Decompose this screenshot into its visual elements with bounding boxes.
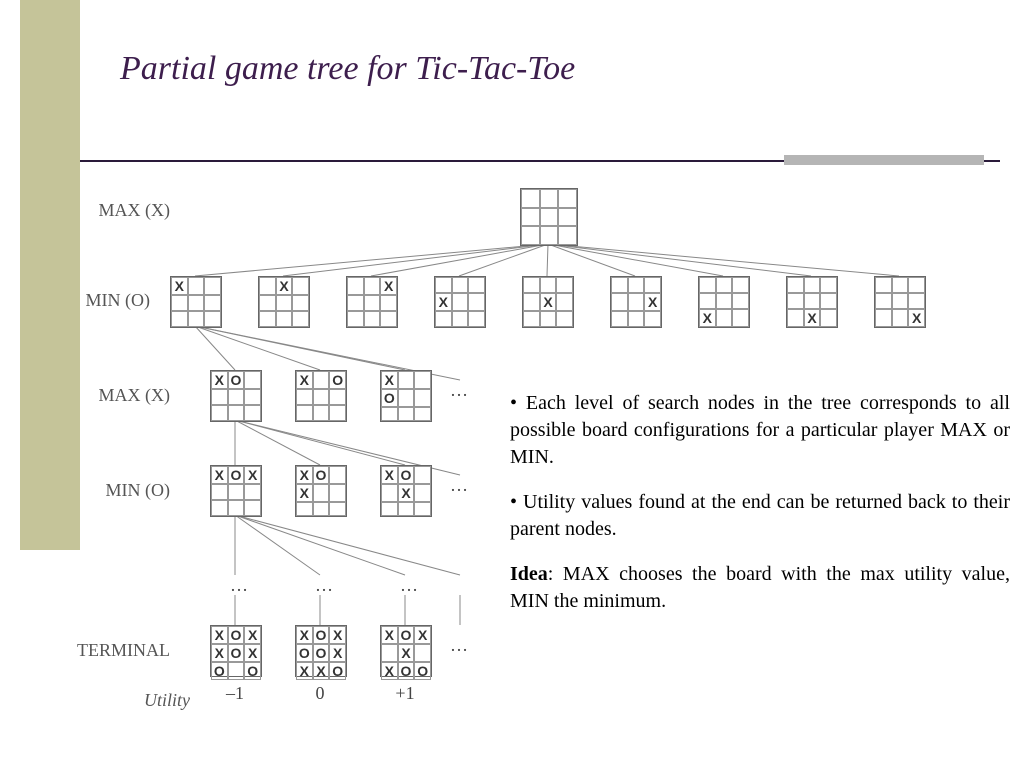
board-l1-3: X bbox=[434, 276, 486, 328]
utility-label: Utility bbox=[90, 690, 190, 711]
level-label-min2: MIN (O) bbox=[70, 480, 170, 501]
bullet-2: • Utility values found at the end can be… bbox=[510, 489, 1010, 543]
level-label-max: MAX (X) bbox=[70, 200, 170, 221]
page-title: Partial game tree for Tic-Tac-Toe bbox=[120, 50, 575, 88]
ellipsis-0: … bbox=[450, 380, 468, 401]
board-l1-7: X bbox=[786, 276, 838, 328]
board-l2-1: XO bbox=[295, 370, 347, 422]
board-l1-8: X bbox=[874, 276, 926, 328]
board-l2-0: XO bbox=[210, 370, 262, 422]
idea-line: Idea: MAX chooses the board with the max… bbox=[510, 561, 1010, 615]
board-l3-0: XOX bbox=[210, 465, 262, 517]
gray-accent-bar bbox=[784, 155, 984, 165]
utility-value-2: +1 bbox=[380, 683, 430, 704]
board-l3-1: XOX bbox=[295, 465, 347, 517]
board-l1-2: X bbox=[346, 276, 398, 328]
utility-value-1: 0 bbox=[295, 683, 345, 704]
level-label-terminal: TERMINAL bbox=[70, 640, 170, 661]
board-l3-2: XOX bbox=[380, 465, 432, 517]
board-l1-1: X bbox=[258, 276, 310, 328]
board-l1-0: X bbox=[170, 276, 222, 328]
ellipsis-3: … bbox=[315, 575, 333, 596]
board-terminal-0: XOXXOXOO bbox=[210, 625, 262, 677]
utility-value-0: –1 bbox=[210, 683, 260, 704]
board-root bbox=[520, 188, 578, 246]
left-accent-band bbox=[20, 0, 80, 550]
ellipsis-1: … bbox=[450, 475, 468, 496]
board-l2-2: XO bbox=[380, 370, 432, 422]
board-l1-6: X bbox=[698, 276, 750, 328]
explanation-text: • Each level of search nodes in the tree… bbox=[510, 390, 1010, 633]
ellipsis-5: … bbox=[450, 635, 468, 656]
ellipsis-4: … bbox=[400, 575, 418, 596]
board-l1-4: X bbox=[522, 276, 574, 328]
level-label-max2: MAX (X) bbox=[70, 385, 170, 406]
board-terminal-1: XOXOOXXXO bbox=[295, 625, 347, 677]
ellipsis-2: … bbox=[230, 575, 248, 596]
bullet-1: • Each level of search nodes in the tree… bbox=[510, 390, 1010, 471]
board-l1-5: X bbox=[610, 276, 662, 328]
board-terminal-2: XOXXXOO bbox=[380, 625, 432, 677]
level-label-min: MIN (O) bbox=[50, 290, 150, 311]
